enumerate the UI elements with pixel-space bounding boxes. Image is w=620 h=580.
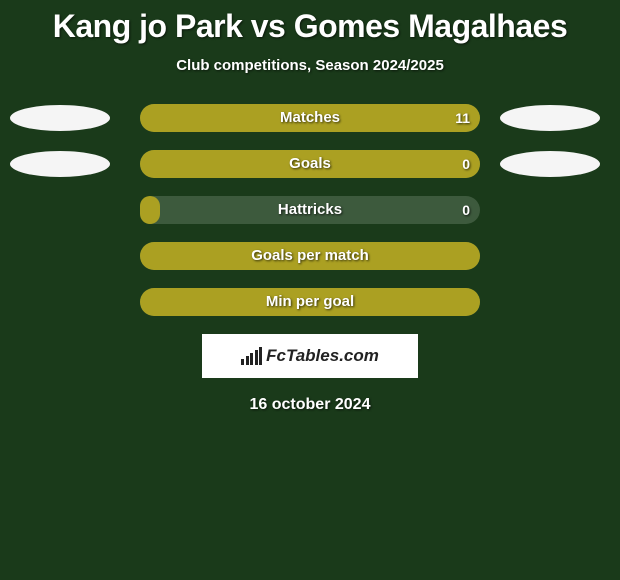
subtitle: Club competitions, Season 2024/2025: [0, 57, 620, 74]
bar-label: Hattricks: [140, 196, 480, 224]
bar-label: Goals per match: [140, 242, 480, 270]
player-left-icon: [10, 151, 110, 177]
stat-row: Goals0: [0, 150, 620, 178]
stats-chart: Matches11Goals0Hattricks0Goals per match…: [0, 104, 620, 316]
logo-text: FcTables.com: [266, 346, 379, 366]
stat-row: Goals per match: [0, 242, 620, 270]
player-right-icon: [500, 105, 600, 131]
bar-value: 0: [462, 150, 470, 178]
bar-value: 0: [462, 196, 470, 224]
player-right-icon: [500, 151, 600, 177]
logo-bars-icon: [241, 347, 262, 365]
page-title: Kang jo Park vs Gomes Magalhaes: [0, 0, 620, 45]
stat-row: Hattricks0: [0, 196, 620, 224]
bar-label: Matches: [140, 104, 480, 132]
bar-label: Min per goal: [140, 288, 480, 316]
player-left-icon: [10, 105, 110, 131]
date-label: 16 october 2024: [0, 396, 620, 414]
fctables-logo: FcTables.com: [241, 346, 379, 366]
bar-label: Goals: [140, 150, 480, 178]
logo-box: FcTables.com: [202, 334, 418, 378]
bar-value: 11: [455, 104, 470, 132]
stat-row: Matches11: [0, 104, 620, 132]
stat-row: Min per goal: [0, 288, 620, 316]
